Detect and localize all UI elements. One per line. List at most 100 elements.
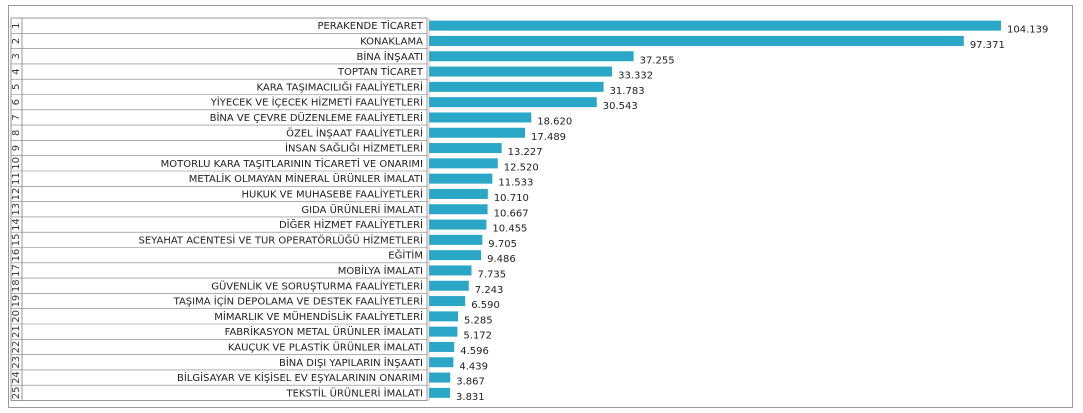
category-label: METALİK OLMAYAN MİNERAL ÜRÜNLER İMALATI xyxy=(189,172,423,185)
category-label: TAŞIMA İÇİN DEPOLAMA VE DESTEK FAALİYETL… xyxy=(173,295,423,308)
category-label: GIDA ÜRÜNLERİ İMALATI xyxy=(301,203,423,216)
category-label: EĞİTİM xyxy=(388,249,423,262)
rank-label: 22 xyxy=(11,341,22,354)
rank-label: 20 xyxy=(11,310,22,323)
bar xyxy=(429,341,455,352)
value-label: 4.596 xyxy=(460,346,489,357)
value-label: 11.533 xyxy=(498,178,533,189)
value-label: 6.590 xyxy=(471,300,500,311)
category-label: DİĞER HİZMET FAALİYETLERİ xyxy=(279,218,423,231)
category-label: KARA TAŞIMACILIĞI FAALİYETLERİ xyxy=(256,80,423,93)
category-label: SEYAHAT ACENTESİ VE TUR OPERATÖRLÜĞÜ HİZ… xyxy=(138,233,423,246)
value-label: 30.543 xyxy=(603,101,638,112)
rank-label: 8 xyxy=(11,130,22,136)
category-label: MOBİLYA İMALATI xyxy=(338,264,423,277)
rank-label: 6 xyxy=(11,99,22,105)
rank-label: 25 xyxy=(11,386,22,399)
category-label: BİNA VE ÇEVRE DÜZENLEME FAALİYETLERİ xyxy=(210,111,423,124)
bar xyxy=(429,173,493,184)
category-label: BİLGİSAYAR VE KİŞİSEL EV EŞYALARININ ONA… xyxy=(177,371,423,384)
category-label: YİYECEK VE İÇECEK HİZMETİ FAALİYETLERİ xyxy=(210,96,423,109)
rank-label: 18 xyxy=(11,279,22,292)
category-label: GÜVENLİK VE SORUŞTURMA FAALİYETLERİ xyxy=(211,279,423,292)
rank-label: 2 xyxy=(11,38,22,44)
category-label: HUKUK VE MUHASEBE FAALİYETLERİ xyxy=(242,187,424,200)
bar xyxy=(429,20,1001,31)
rank-label: 11 xyxy=(11,172,22,185)
value-label: 13.227 xyxy=(508,147,543,158)
bar xyxy=(429,112,532,123)
value-label: 31.783 xyxy=(610,86,645,97)
rank-label: 13 xyxy=(11,203,22,216)
value-label: 7.243 xyxy=(475,285,504,296)
bar xyxy=(429,311,459,322)
value-label: 5.285 xyxy=(464,315,493,326)
rank-label: 10 xyxy=(11,157,22,170)
bar-chart: 1 PERAKENDE TİCARET 104.139 2 KONAKLAMA 97.37… xyxy=(10,17,1048,403)
rank-label: 21 xyxy=(11,325,22,338)
value-label: 10.710 xyxy=(494,193,529,204)
category-label: BİNA İNŞAATI xyxy=(356,50,423,63)
value-label: 33.332 xyxy=(618,71,653,82)
bar xyxy=(429,188,488,199)
bar xyxy=(429,219,487,230)
rank-label: 7 xyxy=(11,114,22,120)
category-label: İNSAN SAĞLIĞI HİZMETLERİ xyxy=(285,142,423,155)
value-label: 12.520 xyxy=(504,162,539,173)
value-label: 17.489 xyxy=(531,132,566,143)
category-label: TEKSTİL ÜRÜNLERİ İMALATI xyxy=(285,386,423,399)
bar xyxy=(429,280,469,291)
bar xyxy=(429,265,472,276)
value-label: 10.455 xyxy=(492,224,527,235)
bar xyxy=(429,66,613,77)
bar xyxy=(429,296,466,307)
bar xyxy=(429,326,458,337)
bar xyxy=(429,204,488,215)
value-label: 4.439 xyxy=(459,361,488,372)
category-label: TOPTAN TİCARET xyxy=(337,65,424,78)
bar xyxy=(429,387,451,398)
bar xyxy=(429,35,964,46)
value-label: 37.255 xyxy=(640,55,675,66)
bar xyxy=(429,143,502,154)
value-label: 3.831 xyxy=(456,392,485,403)
category-label: KONAKLAMA xyxy=(360,36,423,47)
chart-frame: 1 PERAKENDE TİCARET 104.139 2 KONAKLAMA 97.37… xyxy=(8,5,1073,408)
bar xyxy=(429,127,526,138)
value-label: 10.667 xyxy=(494,208,529,219)
label-table-border xyxy=(10,17,428,401)
value-label: 97.371 xyxy=(970,40,1005,51)
rank-label: 14 xyxy=(11,218,22,231)
value-label: 5.172 xyxy=(463,331,492,342)
rank-label: 16 xyxy=(11,249,22,262)
rank-label: 5 xyxy=(11,84,22,90)
rank-label: 15 xyxy=(11,233,22,246)
bar xyxy=(429,372,451,383)
value-label: 3.867 xyxy=(456,377,485,388)
value-label: 104.139 xyxy=(1007,25,1048,36)
value-label: 9.705 xyxy=(488,239,517,250)
bar xyxy=(429,81,604,92)
rank-label: 12 xyxy=(11,188,22,201)
bar xyxy=(429,250,482,261)
rank-label: 3 xyxy=(11,53,22,59)
rank-label: 17 xyxy=(11,264,22,277)
rank-label: 1 xyxy=(11,22,22,28)
value-label: 18.620 xyxy=(537,116,572,127)
category-label: ÖZEL İNŞAAT FAALİYETLERİ xyxy=(286,126,423,139)
bar xyxy=(429,158,498,169)
rank-label: 23 xyxy=(11,356,22,369)
category-label: MOTORLU KARA TAŞITLARININ TİCARETİ VE ON… xyxy=(161,157,423,170)
category-label: BİNA DIŞI YAPILARIN İNŞAATI xyxy=(279,356,423,369)
category-label: FABRİKASYON METAL ÜRÜNLER İMALATI xyxy=(225,325,423,338)
bar xyxy=(429,357,454,368)
rank-label: 19 xyxy=(11,295,22,308)
bar xyxy=(429,234,483,245)
category-label: PERAKENDE TİCARET xyxy=(317,19,423,32)
bar xyxy=(429,97,597,108)
rank-label: 4 xyxy=(11,68,22,74)
rank-label: 24 xyxy=(11,371,22,384)
value-label: 7.735 xyxy=(477,269,506,280)
rank-label: 9 xyxy=(11,145,22,151)
category-label: KAUÇUK VE PLASTİK ÜRÜNLER İMALATI xyxy=(228,340,423,353)
